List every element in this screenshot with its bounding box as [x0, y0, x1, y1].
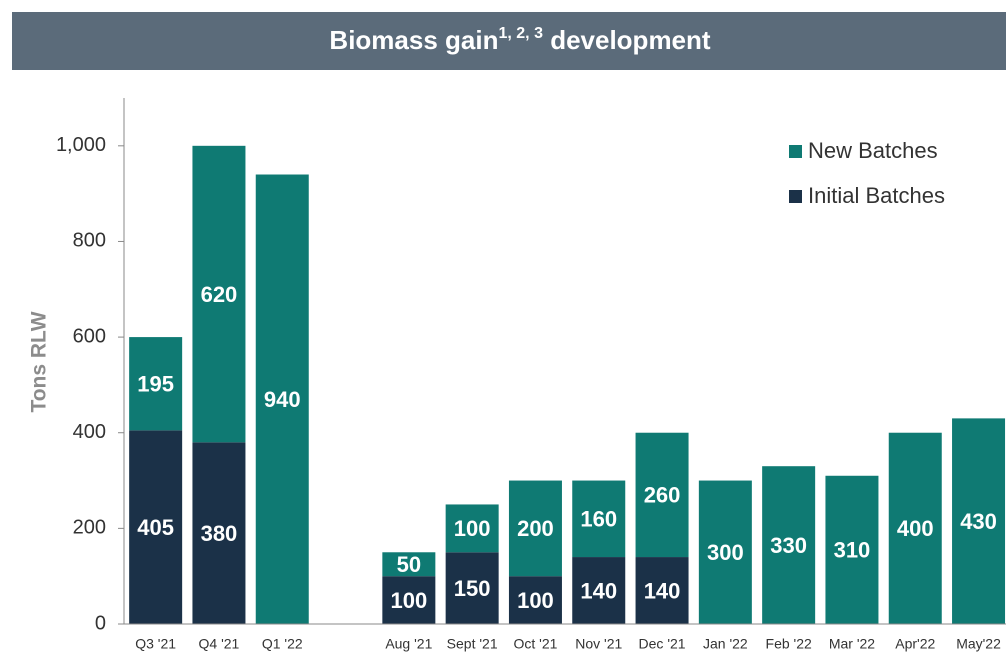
- title-main: Biomass gain: [329, 25, 498, 55]
- data-label: 405: [137, 515, 174, 540]
- data-label: 330: [770, 533, 807, 558]
- x-tick-label: Sept '21: [447, 636, 498, 652]
- bar-segment: [572, 557, 626, 624]
- bar-segment: [255, 174, 309, 624]
- bar-segment: [382, 576, 436, 624]
- bar-segment: [635, 557, 689, 624]
- x-tick-label: Aug '21: [385, 636, 432, 652]
- x-tick-label: Apr'22: [895, 636, 935, 652]
- y-tick-label: 800: [73, 230, 106, 252]
- bar-segment: [508, 576, 562, 624]
- data-label: 310: [834, 538, 871, 563]
- data-label: 140: [580, 578, 617, 603]
- x-tick-label: Jan '22: [703, 636, 748, 652]
- data-label: 100: [454, 516, 491, 541]
- x-tick-label: Dec '21: [639, 636, 686, 652]
- x-tick-label: Feb '22: [766, 636, 812, 652]
- x-tick-label: Mar '22: [829, 636, 875, 652]
- data-label: 195: [137, 372, 174, 397]
- bar-segment: [762, 466, 816, 624]
- bar-segment: [825, 475, 879, 624]
- data-label: 400: [897, 516, 934, 541]
- data-label: 150: [454, 576, 491, 601]
- data-label: 260: [644, 483, 681, 508]
- data-label: 140: [644, 578, 681, 603]
- data-label: 160: [580, 507, 617, 532]
- x-tick-label: Q4 '21: [199, 636, 240, 652]
- bar-segment: [952, 418, 1006, 624]
- bar-segment: [508, 480, 562, 577]
- legend-swatch: [789, 145, 802, 158]
- y-tick-label: 1,000: [56, 134, 106, 156]
- data-label: 940: [264, 387, 301, 412]
- y-axis-label: Tons RLW: [28, 311, 51, 412]
- x-tick-label: Nov '21: [575, 636, 622, 652]
- data-label: 380: [201, 521, 238, 546]
- title-bar: [12, 12, 1006, 70]
- legend-label: New Batches: [808, 138, 938, 163]
- data-label: 430: [960, 509, 997, 534]
- bar-segment: [129, 430, 183, 624]
- data-label: 200: [517, 516, 554, 541]
- x-tick-label: May'22: [956, 636, 1001, 652]
- data-label: 50: [397, 552, 421, 577]
- title-superscript: 1, 2, 3: [498, 25, 543, 42]
- y-tick-label: 0: [95, 612, 106, 634]
- bar-segment: [635, 432, 689, 558]
- data-label: 100: [390, 588, 427, 613]
- data-label: 100: [517, 588, 554, 613]
- legend-label: Initial Batches: [808, 183, 945, 208]
- bar-segment: [129, 337, 183, 431]
- data-label: 620: [201, 282, 238, 307]
- bar-segment: [445, 504, 499, 553]
- x-tick-label: Oct '21: [513, 636, 557, 652]
- data-label: 300: [707, 540, 744, 565]
- chart-title: Biomass gain1, 2, 3 development: [329, 25, 710, 55]
- y-tick-label: 600: [73, 325, 106, 347]
- bar-segment: [445, 552, 499, 624]
- y-tick-label: 400: [73, 421, 106, 443]
- bar-segment: [192, 145, 246, 443]
- x-tick-label: Q1 '22: [262, 636, 303, 652]
- x-tick-label: Q3 '21: [135, 636, 176, 652]
- title-suffix: development: [543, 25, 711, 55]
- bar-segment: [382, 552, 436, 577]
- legend-swatch: [789, 190, 802, 203]
- bar-segment: [698, 480, 752, 624]
- bar-segment: [572, 480, 626, 558]
- y-tick-label: 200: [73, 517, 106, 539]
- bar-segment: [888, 432, 942, 624]
- bar-segment: [192, 442, 246, 624]
